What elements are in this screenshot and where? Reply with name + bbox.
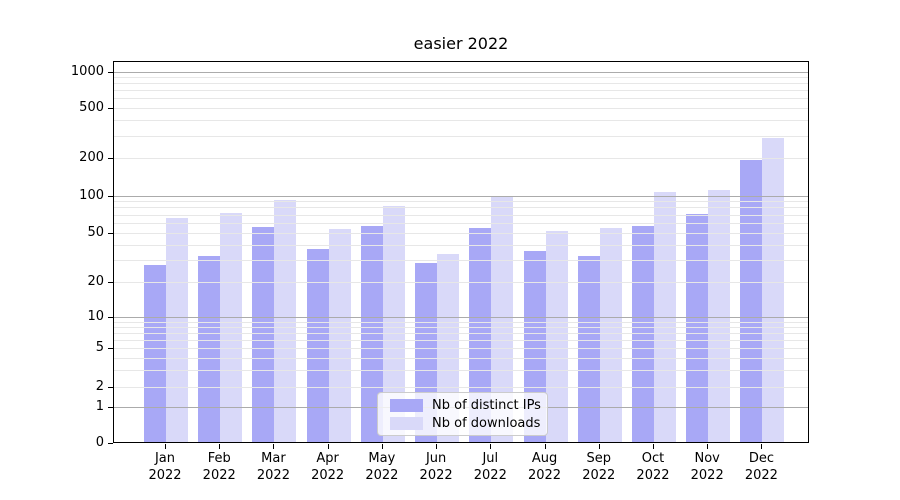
gridline-minor bbox=[114, 222, 808, 224]
gridline-minor bbox=[114, 326, 808, 328]
bar-distinct-ips-mar bbox=[252, 226, 275, 442]
grid-layer bbox=[114, 62, 808, 442]
ytick-label: 1 bbox=[95, 399, 104, 414]
ytick-mark bbox=[108, 107, 113, 109]
gridline-minor bbox=[114, 135, 808, 137]
legend: Nb of distinct IPs Nb of downloads bbox=[377, 392, 548, 436]
gridline-minor bbox=[114, 120, 808, 122]
xtick-mark bbox=[761, 444, 763, 449]
bar-distinct-ips-apr bbox=[306, 249, 329, 442]
gridline-minor bbox=[114, 158, 808, 160]
ytick-mark bbox=[108, 71, 113, 73]
xtick-label-sep: Sep 2022 bbox=[582, 451, 616, 483]
bar-downloads-dec bbox=[762, 138, 785, 442]
xtick-mark bbox=[707, 444, 709, 449]
ytick-mark bbox=[108, 281, 113, 283]
bar-distinct-ips-jan bbox=[144, 264, 166, 442]
xtick-mark bbox=[273, 444, 275, 449]
gridline-minor bbox=[114, 107, 808, 109]
ytick-mark bbox=[108, 195, 113, 197]
gridline-minor bbox=[114, 244, 808, 246]
ytick-mark bbox=[108, 443, 113, 444]
ytick-mark bbox=[108, 386, 113, 388]
gridline-minor bbox=[114, 201, 808, 203]
xtick-label-may: May 2022 bbox=[365, 451, 399, 483]
xtick-mark bbox=[652, 444, 654, 449]
legend-swatch-downloads bbox=[390, 416, 423, 430]
bar-downloads-may bbox=[382, 206, 405, 442]
xtick-label-feb: Feb 2022 bbox=[202, 451, 236, 483]
xtick-label-aug: Aug 2022 bbox=[527, 451, 562, 483]
xtick-label-nov: Nov 2022 bbox=[690, 451, 724, 483]
ytick-label: 500 bbox=[79, 99, 104, 115]
xtick-label-jan: Jan 2022 bbox=[148, 451, 182, 483]
gridline-minor bbox=[114, 281, 808, 283]
ytick-label: 2 bbox=[95, 378, 104, 394]
ytick-mark bbox=[108, 316, 113, 318]
xtick-mark bbox=[381, 444, 383, 449]
gridline-minor bbox=[114, 214, 808, 216]
xtick-mark bbox=[490, 444, 492, 449]
plot-area bbox=[113, 61, 809, 443]
xtick-mark bbox=[436, 444, 438, 449]
ytick-label: 1000 bbox=[70, 63, 104, 79]
gridline-minor bbox=[114, 369, 808, 371]
gridline-minor bbox=[114, 348, 808, 350]
ytick-label: 100 bbox=[79, 187, 104, 203]
ytick-label: 5 bbox=[95, 340, 104, 356]
legend-swatch-distinct-ips bbox=[390, 398, 423, 412]
bar-distinct-ips-dec bbox=[740, 160, 763, 442]
ytick-label: 20 bbox=[87, 273, 104, 289]
legend-item-downloads: Nb of downloads bbox=[378, 416, 547, 431]
xtick-mark bbox=[165, 444, 166, 449]
gridline-minor bbox=[114, 207, 808, 209]
gridline-minor bbox=[114, 90, 808, 92]
xtick-label-jun: Jun 2022 bbox=[419, 451, 453, 483]
gridline-major bbox=[114, 195, 808, 197]
gridline-minor bbox=[114, 232, 808, 234]
gridline-minor bbox=[114, 321, 808, 323]
bar-downloads-nov bbox=[708, 190, 731, 442]
ytick-mark bbox=[108, 348, 113, 350]
bar-downloads-aug bbox=[545, 230, 568, 442]
legend-label-downloads: Nb of downloads bbox=[432, 415, 541, 431]
ytick-mark bbox=[108, 158, 113, 160]
ytick-label: 50 bbox=[87, 224, 104, 240]
gridline-minor bbox=[114, 98, 808, 100]
legend-label-distinct-ips: Nb of distinct IPs bbox=[432, 397, 541, 413]
xtick-mark bbox=[598, 444, 600, 449]
gridline-minor bbox=[114, 339, 808, 341]
gridline-major bbox=[114, 316, 808, 318]
xtick-mark bbox=[327, 444, 329, 449]
legend-item-distinct-ips: Nb of distinct IPs bbox=[378, 398, 547, 413]
gridline-minor bbox=[114, 77, 808, 79]
bar-downloads-jan bbox=[166, 218, 188, 442]
xtick-label-oct: Oct 2022 bbox=[636, 451, 670, 483]
gridline-minor bbox=[114, 357, 808, 359]
xtick-label-apr: Apr 2022 bbox=[311, 451, 345, 483]
ytick-label: 10 bbox=[87, 308, 104, 324]
bars-layer bbox=[114, 62, 808, 442]
xtick-label-dec: Dec 2022 bbox=[744, 451, 778, 483]
ytick-mark bbox=[108, 407, 113, 408]
gridline-minor bbox=[114, 260, 808, 262]
xtick-label-jul: Jul 2022 bbox=[473, 451, 507, 483]
bar-distinct-ips-jul bbox=[469, 227, 492, 442]
bar-downloads-sep bbox=[599, 227, 622, 442]
ytick-mark bbox=[108, 232, 113, 234]
chart-title: easier 2022 bbox=[413, 34, 509, 53]
xtick-mark bbox=[219, 444, 221, 449]
gridline-major bbox=[114, 71, 808, 73]
gridline-minor bbox=[114, 332, 808, 334]
ytick-label: 200 bbox=[79, 150, 104, 166]
ytick-label: 0 bbox=[95, 435, 104, 450]
gridline-minor bbox=[114, 386, 808, 388]
gridline-minor bbox=[114, 83, 808, 85]
xtick-mark bbox=[544, 444, 546, 449]
bar-downloads-jul bbox=[491, 196, 514, 442]
xtick-label-mar: Mar 2022 bbox=[256, 451, 290, 483]
